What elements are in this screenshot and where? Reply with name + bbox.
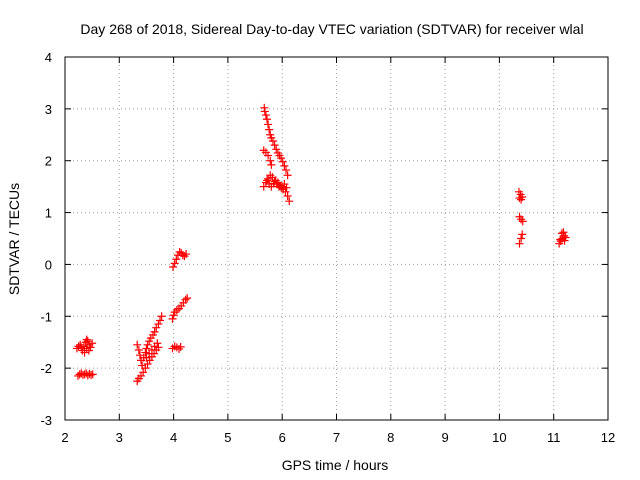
data-point (557, 229, 566, 238)
data-point (133, 340, 142, 349)
y-axis-label: SDTVAR / TECUs (6, 183, 22, 295)
data-point (141, 348, 150, 357)
y-tick-label: -3 (40, 413, 52, 428)
data-point (262, 115, 271, 124)
data-point (517, 195, 526, 204)
data-point (268, 137, 277, 146)
data-point (134, 345, 143, 354)
y-tick-label: 0 (45, 257, 52, 272)
data-point (83, 337, 92, 346)
x-tick-label: 7 (333, 430, 340, 445)
x-tick-label: 11 (547, 430, 561, 445)
data-point (266, 156, 275, 165)
data-point (265, 125, 274, 134)
data-point (518, 217, 527, 226)
data-point (183, 294, 192, 303)
data-point (560, 236, 569, 245)
data-point (154, 343, 163, 352)
data-point (280, 161, 289, 170)
data-point (88, 370, 97, 379)
data-point (82, 335, 91, 344)
x-tick-label: 3 (116, 430, 123, 445)
data-point (182, 250, 191, 259)
x-tick-label: 9 (441, 430, 448, 445)
data-point (272, 145, 281, 154)
data-point (285, 197, 294, 206)
data-point (515, 194, 524, 203)
data-point (261, 111, 270, 120)
y-tick-label: 2 (45, 154, 52, 169)
data-point (84, 346, 93, 355)
data-point (518, 230, 527, 239)
data-point (150, 327, 159, 336)
data-point (143, 340, 152, 349)
data-point (283, 191, 292, 200)
x-tick-label: 6 (279, 430, 286, 445)
data-point (142, 344, 151, 353)
data-point (267, 160, 276, 169)
data-point (169, 263, 178, 272)
data-point (143, 359, 152, 368)
data-points (72, 103, 570, 386)
data-point (270, 141, 279, 150)
data-point (556, 235, 565, 244)
data-point (172, 255, 181, 264)
data-point (156, 316, 165, 325)
data-point (264, 120, 273, 129)
data-point (283, 171, 292, 180)
data-point (170, 259, 179, 268)
data-point (80, 348, 89, 357)
data-point (154, 320, 163, 329)
y-tick-label: 1 (45, 206, 52, 221)
data-point (168, 314, 177, 323)
data-point (152, 323, 161, 332)
y-tick-label: 4 (45, 50, 52, 65)
y-tick-label: 3 (45, 102, 52, 117)
x-tick-label: 4 (170, 430, 177, 445)
data-point (259, 146, 268, 155)
data-point (176, 342, 185, 351)
data-point (282, 183, 291, 192)
x-tick-label: 12 (601, 430, 615, 445)
x-tick-label: 5 (224, 430, 231, 445)
data-point (281, 187, 290, 196)
data-point (559, 228, 568, 237)
data-point (259, 182, 268, 191)
data-point (142, 353, 151, 362)
data-point (278, 157, 287, 166)
x-tick-label: 8 (387, 430, 394, 445)
data-point (88, 339, 97, 348)
data-point (138, 361, 147, 370)
x-tick-label: 10 (492, 430, 506, 445)
grid-lines (65, 57, 608, 420)
x-axis-label: GPS time / hours (282, 457, 389, 473)
data-point (277, 154, 286, 163)
y-tick-label: -1 (40, 309, 52, 324)
data-point (139, 368, 148, 377)
data-point (260, 107, 269, 116)
x-tick-label: 2 (61, 430, 68, 445)
data-point (153, 339, 162, 348)
data-point (181, 295, 190, 304)
chart-title: Day 268 of 2018, Sidereal Day-to-day VTE… (80, 21, 583, 37)
data-point (157, 312, 166, 321)
data-point (282, 166, 291, 175)
y-tick-label: -2 (40, 361, 52, 376)
data-point (264, 151, 273, 160)
data-point (517, 234, 526, 243)
data-point (515, 239, 524, 248)
